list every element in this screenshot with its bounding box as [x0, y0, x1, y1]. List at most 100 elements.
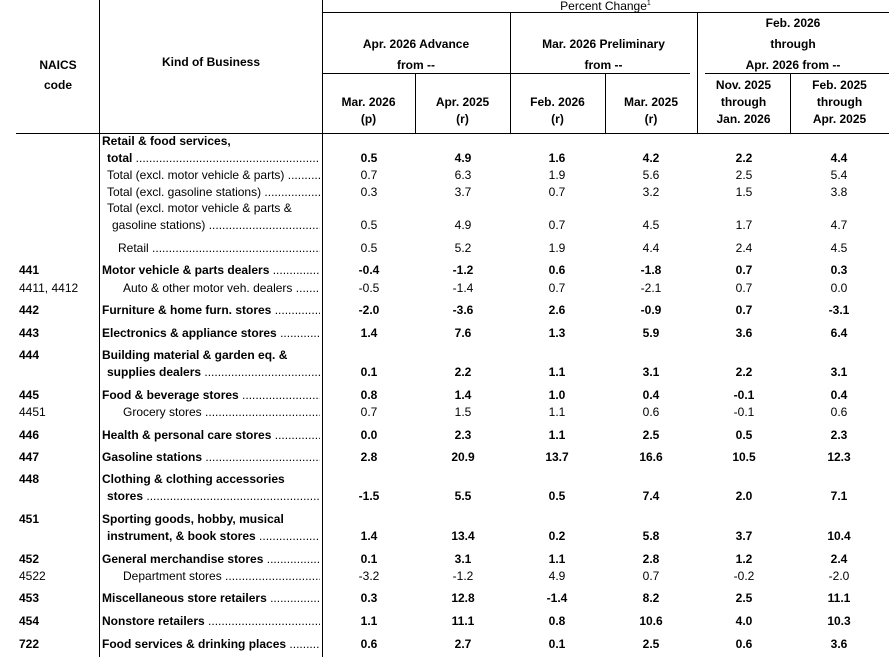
business-label: Auto & other motor veh. dealers ........… [123, 281, 320, 295]
percent-change-value: 1.3 [548, 326, 566, 340]
percent-change-value: 1.5 [735, 185, 753, 199]
percent-change-value: 0.4 [830, 388, 848, 402]
percent-change-value: 0.6 [548, 263, 566, 277]
percent-change-value: 0.7 [642, 569, 660, 583]
percent-change-value: -2.1 [640, 281, 662, 295]
business-label: Clothing & clothing accessories [102, 472, 285, 486]
percent-change-value: 0.7 [548, 281, 566, 295]
col-header-5-line3: Jan. 2026 [716, 112, 771, 126]
percent-change-value: -3.6 [452, 303, 474, 317]
business-label-continued: stores .................................… [107, 489, 320, 503]
percent-change-value: -0.9 [640, 303, 662, 317]
percent-change-value: 4.9 [548, 569, 566, 583]
percent-change-value: -1.4 [546, 591, 568, 605]
percent-change-value: 3.1 [454, 552, 472, 566]
percent-change-value: 0.5 [360, 218, 378, 232]
percent-change-value: 4.2 [642, 151, 660, 165]
business-label-continued: supplies dealers .......................… [107, 365, 320, 379]
dot-leader: ........................................… [274, 428, 320, 442]
percent-change-value: 1.9 [548, 168, 566, 182]
percent-change-value: 10.4 [827, 529, 851, 543]
business-label: Furniture & home furn. stores ..........… [102, 303, 320, 317]
percent-change-value: 3.6 [830, 637, 848, 651]
percent-change-value: 0.0 [360, 428, 378, 442]
naics-code: 4411, 4412 [19, 281, 79, 295]
percent-change-value: 4.4 [642, 241, 660, 255]
percent-change-value: 0.3 [360, 591, 378, 605]
dot-leader: ........................................… [266, 552, 320, 566]
dot-leader: ........................................… [205, 450, 320, 464]
rule-under-groups-left [322, 73, 690, 74]
dot-leader: ........................................… [280, 326, 320, 340]
divider-pre-3mo [697, 12, 698, 133]
percent-change-value: 0.7 [360, 168, 378, 182]
rule-under-groups-right [705, 73, 889, 74]
percent-change-value: -3.2 [358, 569, 380, 583]
col-header-1-line2: (p) [360, 112, 377, 126]
percent-change-value: 1.1 [360, 614, 378, 628]
percent-change-value: 3.1 [642, 365, 660, 379]
dot-leader: ........................................… [287, 168, 320, 182]
percent-change-value: 0.5 [548, 489, 566, 503]
business-label: Total (excl. gasoline stations) ........… [107, 185, 320, 199]
percent-change-value: 2.5 [642, 428, 660, 442]
percent-change-value: 3.7 [735, 529, 753, 543]
percent-change-value: -2.0 [358, 303, 380, 317]
percent-change-value: 2.7 [454, 637, 472, 651]
percent-change-value: -1.4 [452, 281, 474, 295]
percent-change-value: 0.6 [830, 405, 848, 419]
percent-change-value: 0.1 [360, 365, 378, 379]
naics-code: 443 [19, 326, 40, 340]
percent-change-value: 0.7 [735, 303, 753, 317]
percent-change-value: 13.4 [451, 529, 475, 543]
dot-leader: ........................................… [272, 263, 320, 277]
col-header-6-line3: Apr. 2025 [812, 112, 867, 126]
business-label: Total (excl. motor vehicle & parts) ....… [107, 168, 320, 182]
group-three-month-line2: through [770, 37, 816, 51]
business-label: Motor vehicle & parts dealers ..........… [102, 263, 320, 277]
percent-change-value: 2.3 [830, 428, 848, 442]
percent-change-value: 0.3 [830, 263, 848, 277]
percent-change-value: 2.0 [735, 489, 753, 503]
percent-change-value: 6.4 [830, 326, 848, 340]
divider-col-1-2 [415, 73, 416, 133]
divider-naics-kind [99, 0, 100, 657]
col-header-5-line2: through [720, 95, 767, 109]
percent-change-value: 10.6 [639, 614, 663, 628]
percent-change-value: 1.9 [548, 241, 566, 255]
percent-change-value: 2.6 [548, 303, 566, 317]
group-preliminary-line1: Mar. 2026 Preliminary [542, 37, 665, 51]
group-advance-line2: from -- [397, 58, 435, 72]
dot-leader: ........................................… [135, 151, 320, 165]
percent-change-value: 1.4 [360, 529, 378, 543]
percent-change-value: 7.1 [830, 489, 848, 503]
dot-leader: ........................................… [208, 218, 320, 232]
percent-change-value: 10.3 [827, 614, 851, 628]
percent-change-value: 2.3 [454, 428, 472, 442]
dot-leader: ........................................… [289, 637, 320, 651]
naics-code: 447 [19, 450, 40, 464]
group-three-month-line3: Apr. 2026 from -- [745, 58, 841, 72]
business-label: Gasoline stations ......................… [102, 450, 320, 464]
percent-change-value: 0.7 [735, 281, 753, 295]
percent-change-value: 1.4 [454, 388, 472, 402]
percent-change-value: 0.7 [360, 405, 378, 419]
col-header-3-line1: Feb. 2026 [530, 95, 585, 109]
naics-code: 722 [19, 637, 40, 651]
divider-col-3-4 [605, 73, 606, 133]
percent-change-value: 0.1 [548, 637, 566, 651]
naics-code: 4451 [19, 405, 46, 419]
group-three-month-line1: Feb. 2026 [765, 16, 821, 30]
percent-change-value: 0.5 [360, 241, 378, 255]
business-label: Sporting goods, hobby, musical [102, 512, 284, 526]
percent-change-value: 1.6 [548, 151, 566, 165]
percent-change-value: 8.2 [642, 591, 660, 605]
percent-change-value: 5.5 [454, 489, 472, 503]
percent-change-value: 0.8 [548, 614, 566, 628]
percent-change-value: 7.6 [454, 326, 472, 340]
dot-leader: ........................................… [270, 591, 320, 605]
business-label: Department stores ......................… [123, 569, 320, 583]
percent-change-value: -1.2 [452, 263, 474, 277]
percent-change-value: 1.4 [360, 326, 378, 340]
col-header-4-line1: Mar. 2025 [623, 95, 679, 109]
